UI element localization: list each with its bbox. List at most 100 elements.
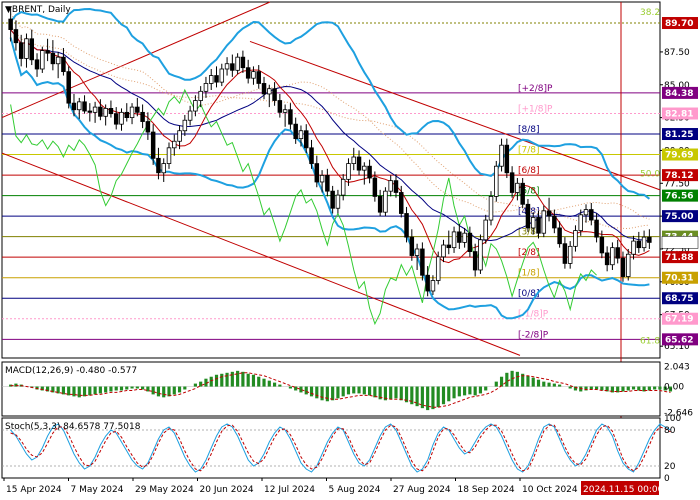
candle-body-2 bbox=[18, 42, 24, 59]
candle-body-16 bbox=[92, 106, 98, 113]
candle-body-55 bbox=[298, 130, 304, 140]
murrey-label-11: [0/8] bbox=[518, 289, 540, 299]
candle-body-24 bbox=[135, 106, 140, 113]
macd-title: MACD(12,26,9) -0.480 -0.577 bbox=[5, 366, 137, 376]
candle-body-18 bbox=[103, 108, 108, 117]
candle-body-11 bbox=[66, 71, 71, 104]
candle-body-95 bbox=[509, 172, 515, 193]
candle-body-82 bbox=[441, 244, 446, 258]
candle-body-94 bbox=[504, 144, 510, 174]
candle-body-28 bbox=[156, 157, 161, 174]
fib-label-1: 50.0 bbox=[640, 170, 660, 180]
macd-tick-label-1: 0.00 bbox=[664, 383, 684, 393]
candle-body-54 bbox=[293, 123, 298, 140]
candle-body-23 bbox=[129, 106, 135, 119]
candle-body-30 bbox=[166, 147, 172, 164]
price-badge-text-0: 89.70 bbox=[665, 19, 693, 29]
candle-body-89 bbox=[478, 239, 483, 271]
candle-body-9 bbox=[55, 56, 61, 65]
candle-body-37 bbox=[203, 83, 209, 92]
murrey-label-2: [+1/8]P bbox=[518, 105, 553, 115]
candle-body-101 bbox=[541, 210, 547, 234]
candle-body-46 bbox=[251, 71, 256, 79]
candle-body-41 bbox=[224, 63, 230, 70]
murrey-label-5: [6/8] bbox=[518, 166, 540, 176]
candle-body-70 bbox=[377, 196, 383, 213]
candle-body-110 bbox=[589, 209, 594, 221]
candle-body-90 bbox=[483, 219, 488, 241]
candle-body-116 bbox=[620, 257, 626, 277]
candle-body-33 bbox=[182, 119, 188, 132]
candle-body-115 bbox=[615, 247, 620, 259]
price-badge-1 bbox=[662, 86, 698, 99]
candle-body-72 bbox=[388, 180, 393, 192]
candle-body-10 bbox=[61, 56, 66, 73]
candle-body-14 bbox=[82, 101, 87, 112]
candle-body-97 bbox=[520, 182, 525, 205]
murrey-label-8: [3/8] bbox=[518, 228, 540, 238]
candle-body-1 bbox=[13, 29, 19, 44]
price-badge-9 bbox=[662, 251, 698, 264]
murrey-label-9: [2/8] bbox=[518, 248, 540, 258]
price-badge-4 bbox=[662, 148, 698, 161]
murrey-label-4: [7/8] bbox=[518, 146, 540, 156]
candle-body-5 bbox=[34, 59, 40, 70]
stoch-tick-label-0: 100 bbox=[664, 414, 681, 424]
candle-body-120 bbox=[641, 236, 647, 249]
time-label-6: 27 Aug 2024 bbox=[393, 485, 451, 495]
candle-body-58 bbox=[314, 163, 320, 183]
stoch-k-line bbox=[10, 423, 671, 473]
candle-body-69 bbox=[372, 177, 378, 197]
price-badge-6 bbox=[662, 189, 698, 202]
candle-body-121 bbox=[647, 236, 652, 243]
candle-body-107 bbox=[573, 230, 578, 247]
price-badge-13 bbox=[662, 333, 698, 346]
candle-body-17 bbox=[98, 106, 103, 117]
murrey-label-12: [-1/8]P bbox=[518, 310, 549, 320]
candle-body-6 bbox=[40, 50, 45, 70]
candle-body-88 bbox=[472, 251, 478, 271]
bollinger-lower bbox=[9, 37, 650, 320]
candle-body-79 bbox=[425, 274, 430, 292]
candle-body-50 bbox=[272, 88, 277, 101]
stoch-panel: Stoch(5,3,3) 84.6578 77.5018 100 80 20 0 bbox=[1, 414, 681, 484]
murrey-label-1: [+2/8]P bbox=[518, 84, 553, 94]
candle-body-109 bbox=[583, 209, 589, 216]
candle-body-99 bbox=[530, 217, 536, 229]
price-badge-text-6: 76.56 bbox=[665, 192, 693, 202]
candle-body-4 bbox=[29, 38, 35, 61]
candle-body-113 bbox=[604, 252, 610, 266]
candle-body-45 bbox=[245, 67, 251, 79]
candle-body-98 bbox=[525, 203, 531, 229]
candle-body-48 bbox=[261, 83, 267, 95]
candle-body-7 bbox=[45, 50, 50, 54]
candle-body-103 bbox=[552, 215, 557, 229]
stoch-panel-frame bbox=[1, 417, 661, 479]
time-label-2: 29 May 2024 bbox=[135, 485, 194, 495]
price-badge-text-12: 67.19 bbox=[665, 315, 693, 325]
candle-body-92 bbox=[494, 165, 499, 197]
macd-tick-label-0: 2.043 bbox=[664, 362, 690, 372]
candle-body-20 bbox=[113, 113, 119, 125]
price-badge-0 bbox=[662, 17, 698, 30]
candle-body-83 bbox=[446, 244, 452, 249]
chart-title: ▼BRENT, Daily bbox=[5, 5, 71, 15]
candle-body-49 bbox=[267, 88, 272, 95]
price-badge-10 bbox=[662, 271, 698, 284]
candle-body-51 bbox=[277, 100, 283, 113]
candle-body-63 bbox=[340, 178, 346, 196]
candle-body-56 bbox=[303, 130, 309, 149]
candle-body-74 bbox=[399, 192, 404, 214]
murrey-label-3: [8/8] bbox=[518, 125, 540, 135]
fib-label-0: 38.2 bbox=[640, 8, 660, 18]
price-badge-12 bbox=[662, 312, 698, 325]
candle-body-78 bbox=[420, 248, 425, 276]
lagging-line bbox=[10, 88, 597, 326]
price-badge-text-7: 75.00 bbox=[665, 212, 693, 222]
candle-body-27 bbox=[150, 131, 156, 159]
candle-body-12 bbox=[71, 102, 77, 111]
candle-body-84 bbox=[451, 231, 457, 249]
bollinger-upper bbox=[9, 7, 651, 200]
stoch-tick-label-3: 0 bbox=[664, 474, 670, 484]
